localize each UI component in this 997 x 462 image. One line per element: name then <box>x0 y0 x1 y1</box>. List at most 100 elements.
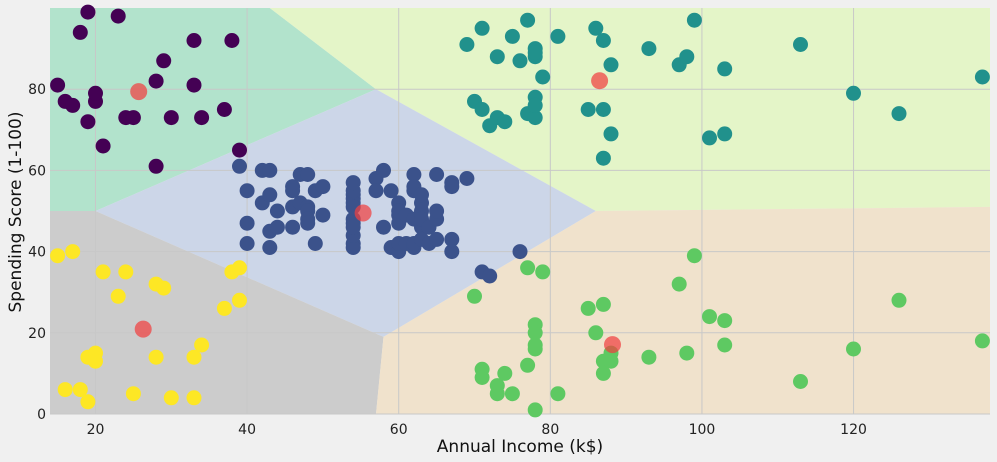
point-high-income-high-spending <box>459 37 475 52</box>
point-average <box>345 219 361 235</box>
point-average <box>239 236 255 251</box>
point-low-income-high-spending <box>194 110 210 126</box>
point-high-income-high-spending <box>717 61 733 77</box>
point-low-income-low-spending <box>65 244 81 260</box>
point-high-income-high-spending <box>527 97 543 113</box>
point-high-income-high-spending <box>641 41 657 57</box>
point-average <box>429 203 445 219</box>
centroid-point <box>354 204 372 222</box>
point-low-income-low-spending <box>163 390 179 406</box>
point-high-income-high-spending <box>474 102 490 117</box>
point-low-income-high-spending <box>186 33 202 48</box>
y-tick-label: 20 <box>28 326 46 342</box>
point-high-income-low-spending <box>974 333 990 349</box>
point-average <box>512 244 528 260</box>
point-average <box>269 219 285 235</box>
point-high-income-high-spending <box>686 12 702 28</box>
point-high-income-high-spending <box>846 85 861 101</box>
point-low-income-high-spending <box>50 77 66 93</box>
point-low-income-high-spending <box>125 110 141 126</box>
point-average <box>285 219 301 235</box>
point-high-income-low-spending <box>535 264 551 280</box>
data-points <box>50 4 990 418</box>
point-average <box>376 162 391 178</box>
point-low-income-high-spending <box>148 73 164 89</box>
point-high-income-high-spending <box>580 102 596 117</box>
point-average <box>406 167 422 182</box>
point-low-income-low-spending <box>232 292 247 308</box>
point-low-income-low-spending <box>57 382 73 398</box>
point-high-income-low-spending <box>527 341 543 357</box>
y-tick-label: 60 <box>28 163 46 179</box>
point-high-income-low-spending <box>527 402 543 418</box>
point-high-income-low-spending <box>550 386 566 402</box>
point-low-income-low-spending <box>95 264 111 280</box>
point-low-income-low-spending <box>216 300 232 316</box>
point-low-income-high-spending <box>186 77 202 93</box>
point-high-income-low-spending <box>641 349 657 365</box>
point-low-income-high-spending <box>80 4 96 20</box>
point-high-income-high-spending <box>497 114 513 130</box>
point-high-income-high-spending <box>474 20 490 36</box>
point-high-income-high-spending <box>595 150 611 166</box>
y-axis-ticks: 0 20 40 60 80 <box>28 82 46 423</box>
point-high-income-low-spending <box>588 325 604 341</box>
point-average <box>239 183 255 199</box>
region-high-income-high-spending <box>269 8 990 211</box>
cluster-centroids <box>130 72 621 354</box>
point-high-income-low-spending <box>702 309 717 325</box>
x-tick-label: 60 <box>390 422 408 438</box>
point-low-income-high-spending <box>148 158 164 174</box>
point-low-income-low-spending <box>186 390 202 406</box>
point-high-income-low-spending <box>467 288 482 304</box>
point-high-income-high-spending <box>588 20 604 36</box>
point-high-income-high-spending <box>489 49 505 65</box>
point-average <box>459 171 475 186</box>
point-high-income-low-spending <box>497 365 513 381</box>
x-axis-ticks: 20 40 60 80 100 120 <box>87 422 867 438</box>
point-low-income-low-spending <box>125 386 141 402</box>
point-high-income-low-spending <box>846 341 861 357</box>
region-average <box>95 89 596 337</box>
point-high-income-low-spending <box>891 292 907 308</box>
point-high-income-low-spending <box>717 337 733 353</box>
point-high-income-low-spending <box>717 313 733 329</box>
point-high-income-low-spending <box>520 357 536 373</box>
x-axis-label: Annual Income (k$) <box>437 437 603 457</box>
x-tick-label: 20 <box>87 422 105 438</box>
point-average <box>239 215 255 231</box>
point-average <box>315 207 331 223</box>
point-average <box>368 183 384 199</box>
point-high-income-low-spending <box>489 378 505 394</box>
point-high-income-high-spending <box>891 106 907 122</box>
point-low-income-high-spending <box>95 138 111 154</box>
y-tick-label: 0 <box>37 407 46 423</box>
centroid-point <box>604 336 621 354</box>
point-high-income-low-spending <box>504 386 520 402</box>
point-average <box>482 268 498 284</box>
point-high-income-high-spending <box>504 28 520 44</box>
point-high-income-high-spending <box>527 110 543 126</box>
point-low-income-low-spending <box>232 260 247 276</box>
point-average <box>444 179 460 195</box>
point-high-income-high-spending <box>595 33 611 48</box>
point-low-income-high-spending <box>216 102 232 117</box>
point-low-income-low-spending <box>148 349 164 365</box>
point-low-income-high-spending <box>232 142 247 158</box>
point-average <box>262 162 278 178</box>
point-low-income-low-spending <box>118 264 134 280</box>
y-tick-label: 40 <box>28 245 46 261</box>
point-low-income-low-spending <box>156 280 172 296</box>
point-low-income-high-spending <box>65 97 81 113</box>
y-tick-label: 80 <box>28 82 46 98</box>
point-high-income-high-spending <box>527 45 543 61</box>
point-average <box>262 187 278 203</box>
point-high-income-high-spending <box>550 28 566 44</box>
point-low-income-low-spending <box>88 353 103 369</box>
point-high-income-low-spending <box>686 248 702 264</box>
point-average <box>300 215 316 231</box>
centroid-point <box>591 72 609 90</box>
point-high-income-high-spending <box>679 49 695 65</box>
point-high-income-high-spending <box>512 53 528 69</box>
point-average <box>285 183 301 199</box>
